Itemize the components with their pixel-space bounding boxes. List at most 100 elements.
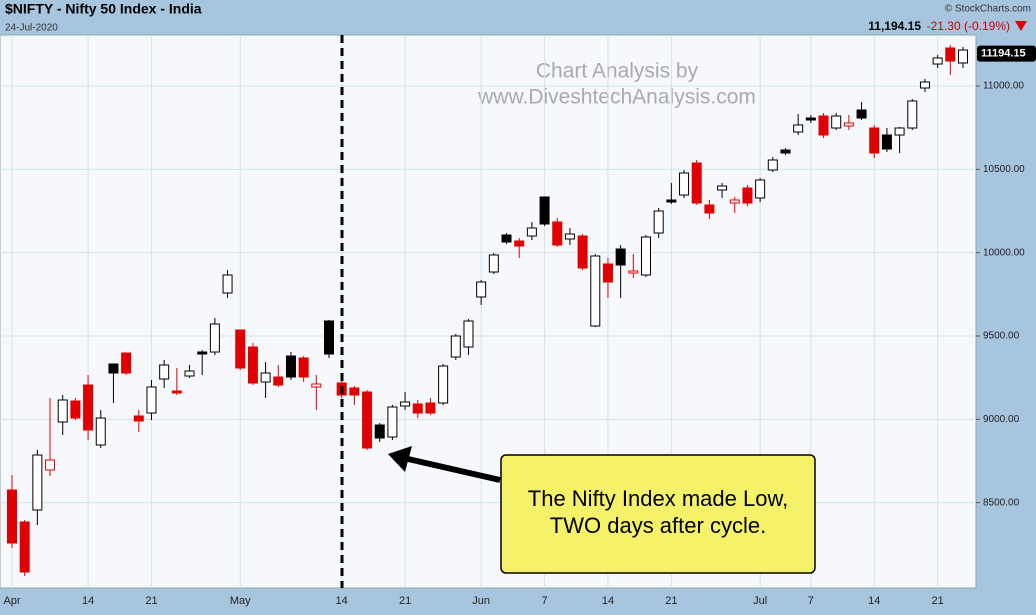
- candle-body: [945, 47, 956, 62]
- candle-body: [450, 335, 461, 358]
- candle-body: [57, 399, 68, 423]
- candle-body: [438, 365, 449, 404]
- candle-body: [755, 179, 766, 199]
- candle-body: [539, 196, 550, 225]
- watermark: Chart Analysis by: [536, 60, 699, 83]
- candle-body: [742, 187, 753, 204]
- annotation-text: TWO days after cycle.: [550, 513, 766, 538]
- candle-body: [666, 199, 677, 203]
- x-tick-label: 21: [145, 595, 157, 607]
- price-change: -21.30 (-0.19%): [927, 19, 1010, 33]
- watermark: www.DiveshtechAnalysis.com: [477, 86, 756, 109]
- candle-body: [209, 323, 220, 353]
- candle-body: [831, 115, 842, 129]
- annotation-text: The Nifty Index made Low,: [528, 486, 788, 511]
- candle-body: [856, 109, 867, 119]
- arrow-head: [388, 446, 412, 472]
- candle-body: [222, 274, 233, 294]
- y-tick-label: 11000.00: [983, 81, 1024, 92]
- candle-body: [311, 383, 322, 388]
- candle-body: [7, 489, 17, 544]
- x-tick-label: 21: [932, 595, 944, 607]
- y-tick-label: 8500.00: [983, 497, 1020, 508]
- candle-body: [729, 199, 740, 204]
- candle-body: [171, 390, 182, 394]
- candle-body: [894, 127, 905, 136]
- candle-body: [907, 100, 918, 129]
- candle-body: [818, 115, 829, 136]
- candle-body: [577, 235, 588, 269]
- candle-body: [184, 370, 195, 377]
- x-tick-label: 21: [399, 595, 411, 607]
- candle-body: [615, 248, 626, 266]
- x-tick-label: 21: [665, 595, 677, 607]
- x-tick-label: 14: [82, 595, 94, 607]
- candle-body: [32, 454, 43, 511]
- candle-body: [387, 406, 398, 438]
- candle-body: [425, 402, 436, 414]
- candle-body: [564, 233, 575, 240]
- candle-body: [362, 391, 373, 449]
- candle-body: [235, 329, 246, 369]
- chart-date: 24-Jul-2020: [5, 23, 58, 34]
- candle-body: [285, 355, 296, 378]
- x-tick-label: Jun: [472, 595, 490, 607]
- plot-area: [0, 34, 977, 589]
- candle-body: [767, 159, 778, 171]
- candle-body: [463, 320, 474, 348]
- x-tick-label: Apr: [3, 595, 20, 607]
- candle-body: [514, 240, 525, 247]
- candle-body: [146, 386, 157, 414]
- last-price-badge: [977, 45, 1036, 62]
- candle-body: [881, 134, 892, 150]
- candle-body: [919, 81, 930, 89]
- down-arrow-icon: [1015, 21, 1027, 31]
- candle-body: [793, 124, 804, 133]
- candle-body: [958, 49, 968, 64]
- candle-body: [70, 400, 81, 419]
- candle-body: [679, 172, 690, 196]
- x-tick-label: May: [230, 595, 251, 607]
- candle-body: [45, 459, 56, 471]
- x-tick-label: 14: [868, 595, 880, 607]
- candle-body: [412, 403, 423, 414]
- y-tick-label: 10500.00: [983, 164, 1025, 175]
- candle-body: [400, 401, 411, 407]
- candle-body: [260, 372, 271, 383]
- candle-body: [691, 162, 702, 204]
- candle-body: [273, 376, 284, 386]
- annotation-box: [500, 454, 816, 574]
- candle-body: [641, 236, 651, 276]
- candle-body: [717, 185, 728, 191]
- candle-body: [83, 384, 94, 431]
- candle-body: [526, 227, 537, 237]
- candle-body: [197, 351, 208, 355]
- candle-body: [324, 320, 334, 355]
- candle-body: [780, 149, 791, 154]
- candle-body: [95, 417, 106, 446]
- candle-body: [298, 357, 309, 378]
- candle-body: [349, 387, 360, 396]
- candle-body: [133, 415, 144, 422]
- candle-body: [501, 234, 512, 243]
- last-price: 11,194.15: [868, 19, 921, 33]
- candle-body: [121, 352, 132, 374]
- candle-body: [247, 346, 258, 384]
- candle-body: [602, 263, 613, 283]
- candle-body: [108, 363, 119, 374]
- candle-body: [628, 270, 639, 274]
- candle-body: [552, 221, 563, 246]
- x-tick-label: 7: [808, 595, 814, 607]
- candle-body: [590, 255, 601, 327]
- last-price-label: 11194.15: [981, 48, 1026, 60]
- candle-body: [932, 57, 943, 65]
- x-tick-label: 14: [602, 595, 614, 607]
- candle-body: [476, 281, 487, 298]
- candle-body: [869, 127, 880, 154]
- copyright: © StockCharts.com: [945, 4, 1031, 15]
- annotation-arrow: [407, 456, 501, 483]
- y-tick-label: 10000.00: [983, 247, 1025, 258]
- candle-body: [159, 364, 170, 380]
- candle-body: [843, 122, 854, 127]
